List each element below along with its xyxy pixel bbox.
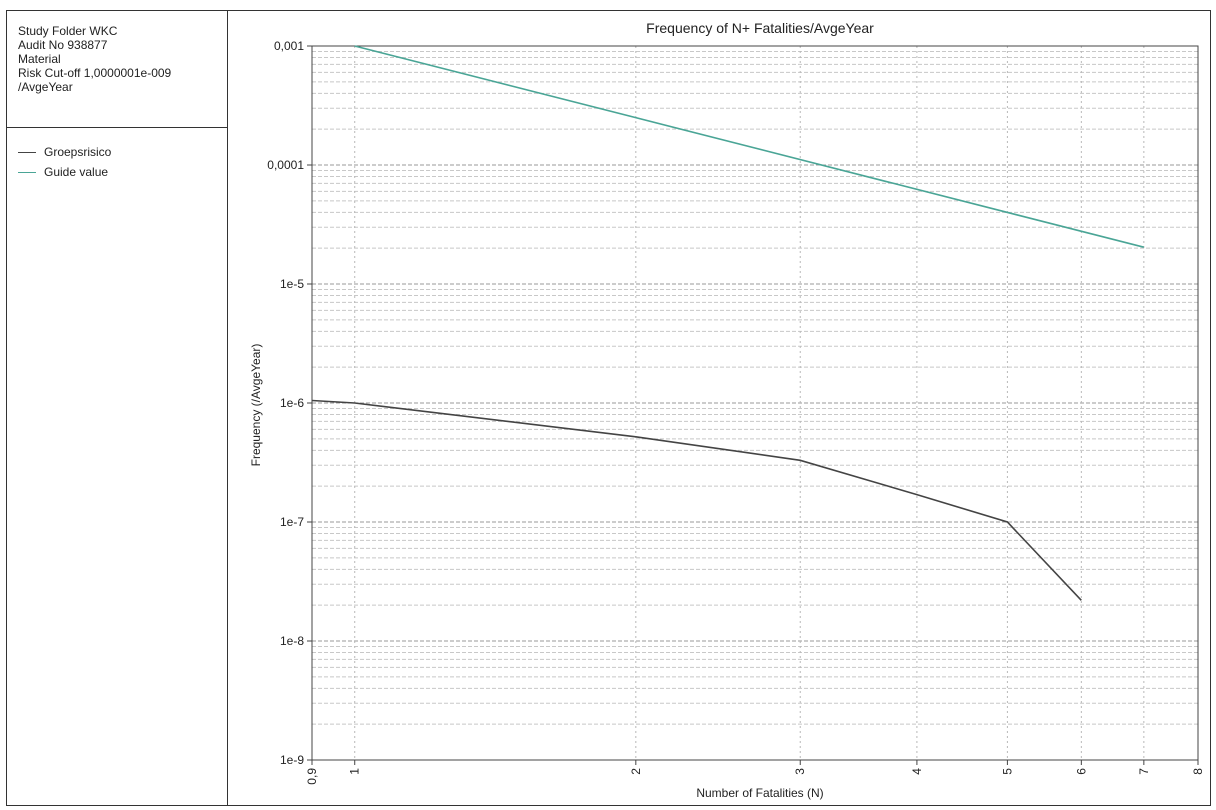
x-tick-label: 7: [1137, 768, 1151, 775]
legend-label-guide-value: Guide value: [44, 165, 109, 179]
y-tick-label: 0,001: [274, 39, 304, 53]
legend-swatch-groepsrisico: [18, 151, 36, 153]
info-material: Material: [18, 52, 61, 66]
x-axis-label: Number of Fatalities (N): [696, 786, 823, 800]
info-study-folder: Study Folder WKC: [18, 24, 118, 38]
info-risk-cutoff: Risk Cut-off 1,0000001e-009: [18, 66, 172, 80]
y-tick-label: 0,0001: [267, 158, 304, 172]
axis-ticks: 1e-9 1e-8 1e-7 1e-6 1e-5 0,0001 0,001 0,9 1 2 3 4 5 6…: [267, 39, 1205, 785]
series-line-guide-value: [354, 45, 1144, 248]
legend-swatch-guide-value: [18, 171, 36, 173]
legend: Groepsrisico Guide value: [6, 128, 228, 806]
x-tick-label: 3: [793, 768, 807, 775]
x-tick-label: 6: [1074, 768, 1088, 775]
legend-label-groepsrisico: Groepsrisico: [44, 145, 112, 159]
info-risk-cutoff-unit: /AvgeYear: [18, 80, 73, 94]
x-tick-label: 8: [1191, 768, 1205, 775]
legend-item-groepsrisico: Groepsrisico: [18, 142, 227, 162]
x-tick-label: 4: [910, 768, 924, 775]
x-tick-label: 2: [629, 768, 643, 775]
x-tick-label: 5: [1000, 768, 1014, 775]
y-tick-label: 1e-6: [280, 396, 304, 410]
info-audit-no: Audit No 938877: [18, 38, 108, 52]
y-tick-label: 1e-5: [280, 277, 304, 291]
y-tick-label: 1e-9: [280, 753, 304, 767]
grid: [311, 46, 1199, 761]
series: [311, 45, 1144, 601]
legend-item-guide-value: Guide value: [18, 162, 227, 182]
series-line-groepsrisico: [311, 399, 1082, 601]
y-tick-label: 1e-8: [280, 634, 304, 648]
info-panel: Study Folder WKC Audit No 938877 Materia…: [6, 10, 228, 128]
chart-title: Frequency of N+ Fatalities/AvgeYear: [646, 20, 874, 36]
chart-frame: [6, 10, 1211, 806]
x-tick-label: 0,9: [305, 768, 319, 785]
y-axis-label: Frequency (/AvgeYear): [249, 344, 263, 467]
y-tick-label: 1e-7: [280, 515, 304, 529]
x-tick-label: 1: [348, 768, 362, 775]
